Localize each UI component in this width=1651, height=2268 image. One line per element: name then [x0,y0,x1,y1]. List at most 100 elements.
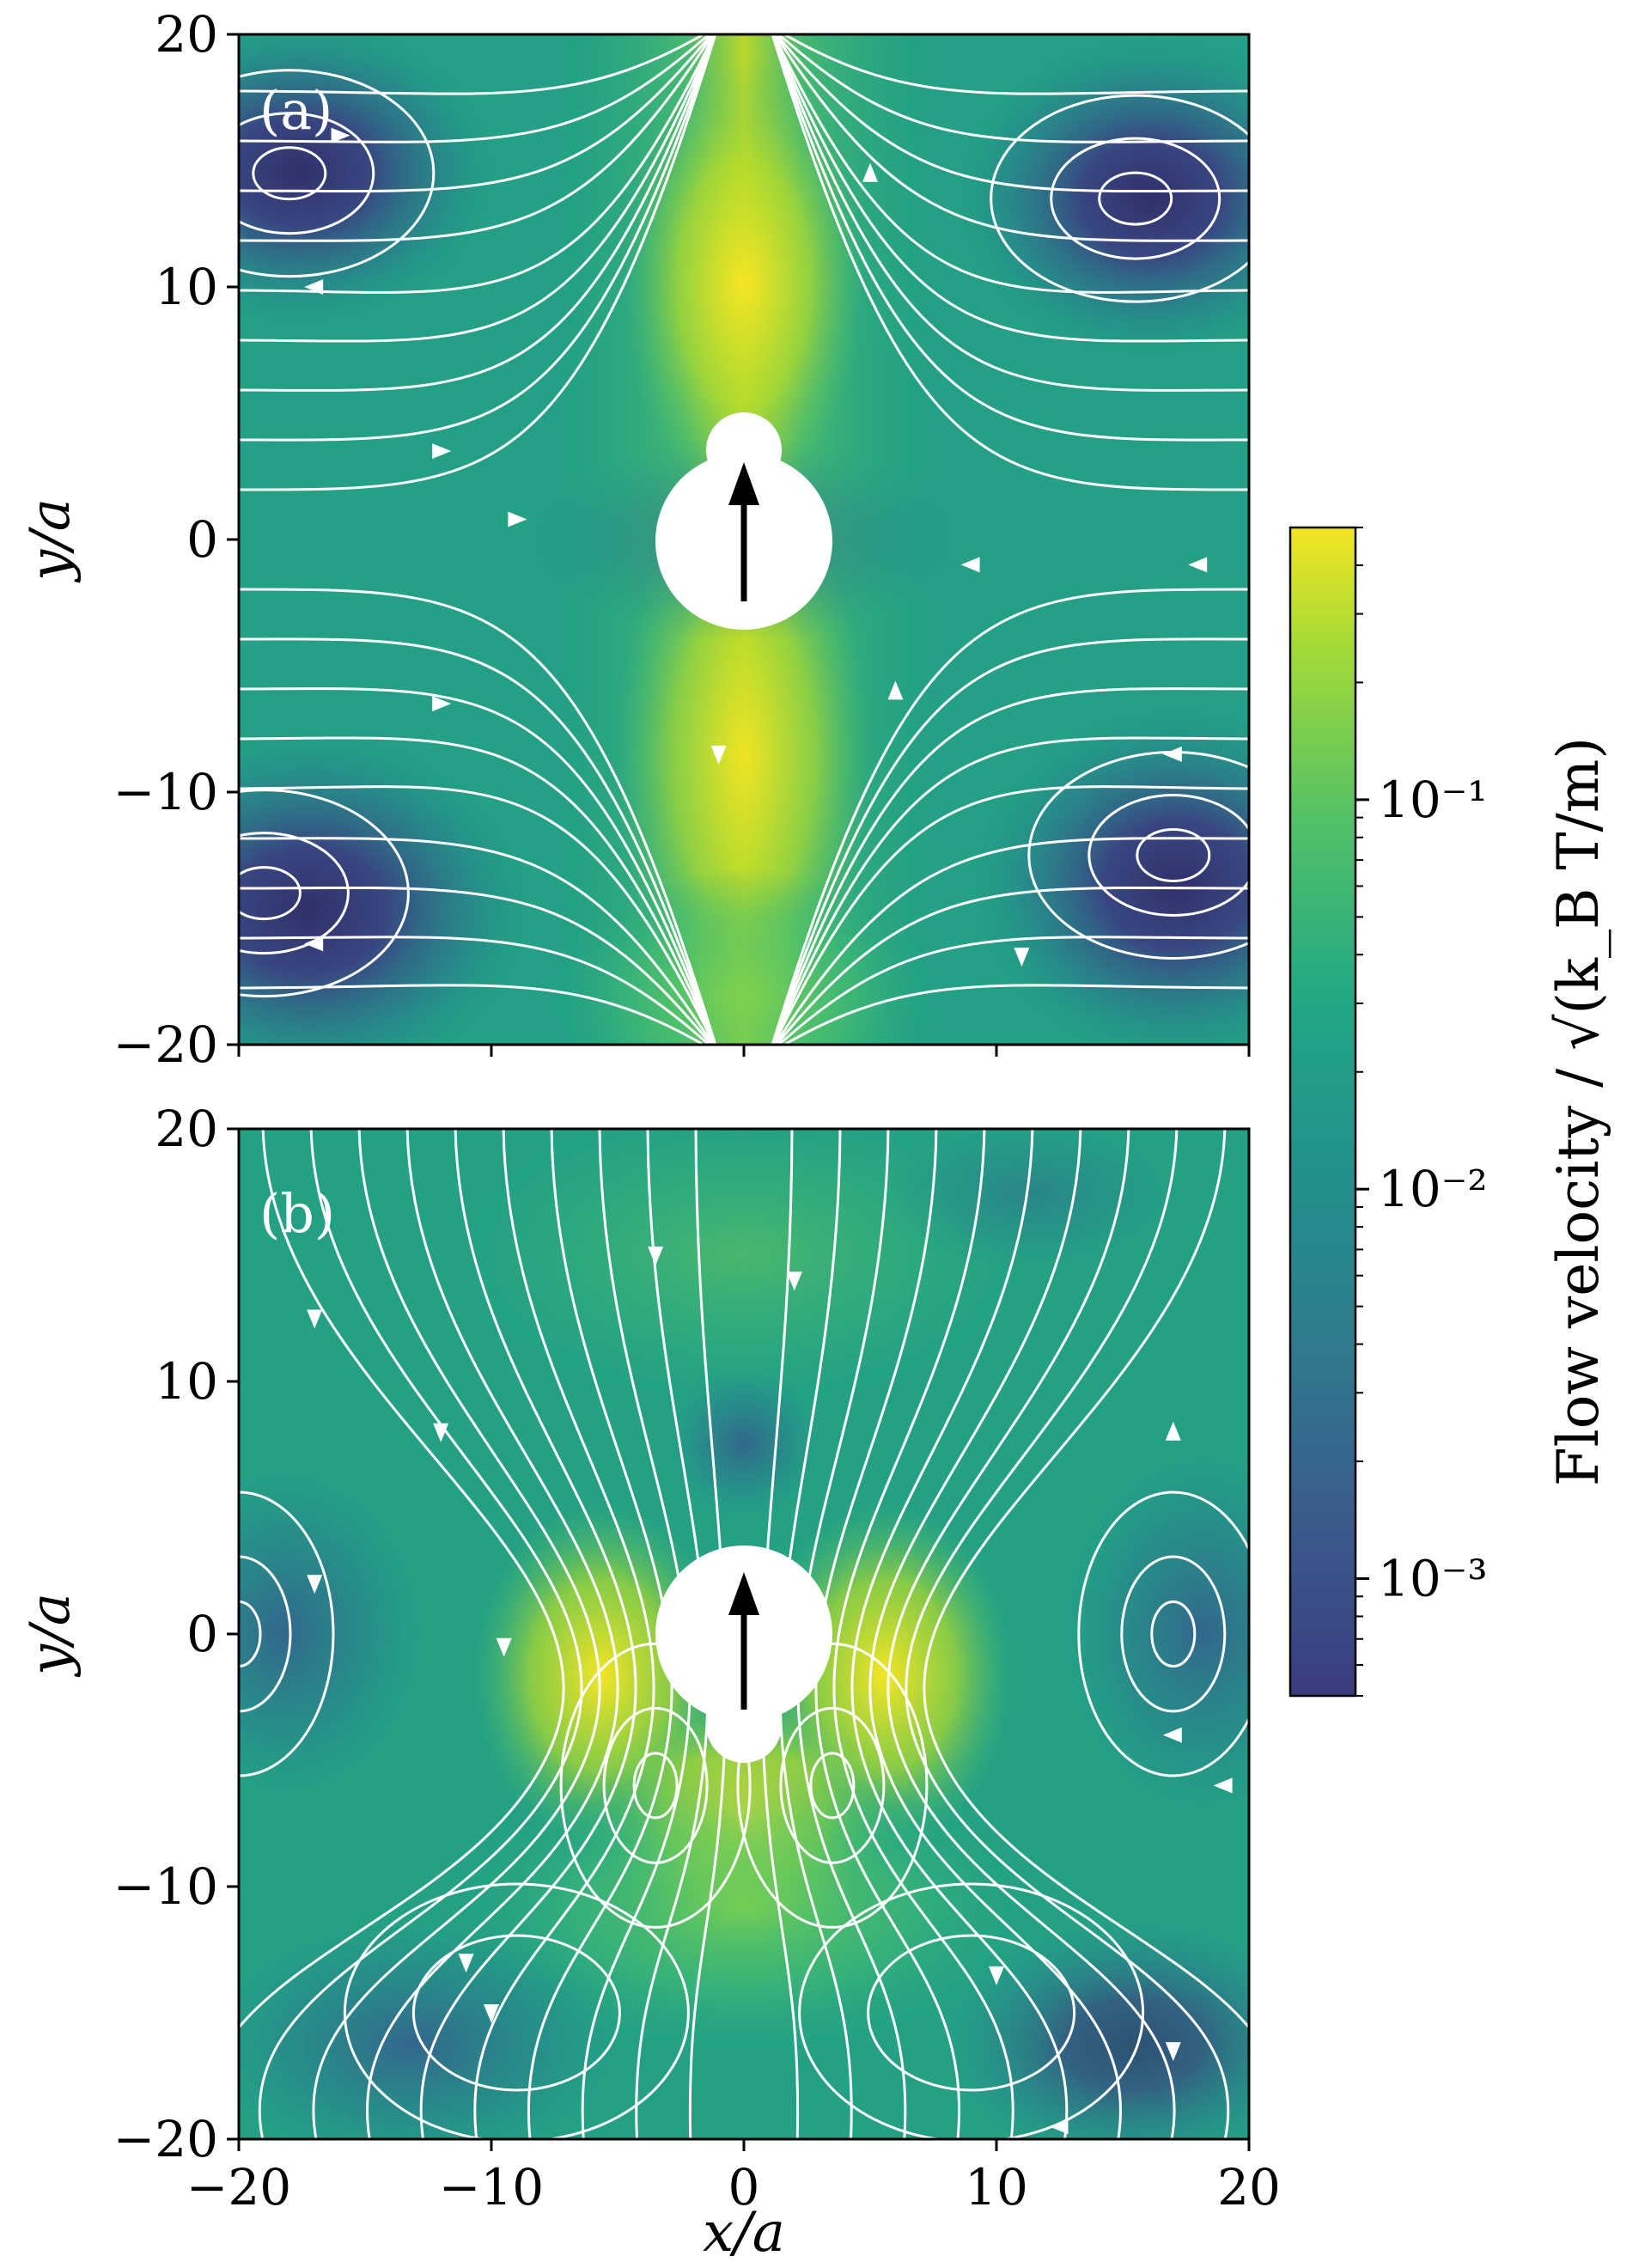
streamline-arrow [432,696,452,712]
streamline-arrow [1188,557,1208,573]
streamline-arrow [710,745,727,765]
streamline [239,736,716,1045]
panel-a-axes: −20 −10 0 10 20 [113,5,1251,1074]
streamline-loop [1098,171,1173,226]
streamline-arrow [307,1575,323,1594]
streamline-loop [343,1882,690,2139]
streamline [771,34,1249,343]
streamline [239,837,715,1045]
streamline-loop [239,1555,292,1713]
streamline [581,1129,691,2139]
streamline-arrow [887,680,904,700]
streamline [772,34,1249,294]
y-tick-label: 10 [155,258,218,316]
streamline [239,785,716,1045]
streamline-loop [736,1642,929,1929]
y-tick-label: 10 [155,1352,218,1411]
streamline [239,936,711,1045]
y-tick-label: 0 [186,1605,218,1663]
streamline-arrow [432,443,452,460]
streamline [773,34,1249,242]
streamline [777,936,1249,1045]
streamline-arrow [989,1966,1004,1985]
streamline-arrow [862,162,878,182]
panel-b-label: (b) [259,1182,335,1245]
streamline-loop [1136,828,1211,882]
panel-a-swimmer [655,412,832,630]
streamline [771,637,1249,1045]
streamline-loop [239,866,302,921]
streamline-arrow [1162,1727,1182,1743]
streamline [923,1129,1249,2030]
x-tick-label: −10 [439,2158,544,2216]
streamline-loop [411,1934,621,2092]
x-tick-label: −20 [186,2158,291,2216]
streamline [239,34,717,442]
panel-a-streamline-arrows [304,127,1208,967]
y-tick-label: −20 [113,2110,218,2168]
streamline [239,637,717,1045]
streamline [775,34,1249,193]
streamline-loop [252,146,327,201]
colorbar-tick-label: 10⁻³ [1378,1550,1488,1608]
streamline-arrow [1165,1421,1181,1441]
streamline [239,588,717,1045]
panel-a-label: (a) [259,79,332,142]
streamline-loop [602,1706,709,1864]
streamline [366,1129,619,2139]
streamline [473,1129,655,2139]
streamline-arrow [648,1247,664,1265]
streamline-loop [1150,1600,1197,1667]
streamline [771,34,1249,491]
colorbar-label: Flow velocity / √(k_B T/m) [1545,737,1611,1486]
streamline [771,34,1249,442]
streamline-loop [779,1706,886,1864]
streamline-arrow [508,511,527,527]
streamline [239,34,713,193]
streamline [239,1129,565,2030]
streamline-loop [239,1600,262,1667]
streamline-arrow [304,279,324,295]
streamline [239,34,716,392]
streamline-loop [239,69,436,278]
streamline [419,1129,637,2139]
streamline-arrow [331,127,350,143]
panel-b-axes: −20 −10 0 10 20 −20 −10 0 10 20 [113,1100,1281,2216]
streamline-arrow [1014,948,1030,967]
streamline [239,34,716,343]
panel-a-streamlines [239,34,1249,1045]
y-tick-label: 20 [155,5,218,64]
streamline [527,1129,673,2139]
y-tick-label: 20 [155,1100,218,1158]
streamline-arrow [1049,2119,1069,2135]
streamline [905,1129,1230,2139]
panel-b-swimmer [655,1546,832,1763]
streamline [868,1129,1122,2139]
streamline [782,984,1249,1045]
streamline [777,34,1249,143]
colorbar-gradient [1289,526,1357,1698]
streamline [258,1129,583,2139]
panel-b-xlabel: x/a [703,2201,785,2265]
streamline [239,34,717,491]
streamline-arrow [307,1309,323,1329]
streamline-loop [1077,1491,1249,1777]
panel-a-ylabel: y/a [19,498,82,583]
streamline [239,34,706,95]
streamline [771,687,1249,1045]
streamline-arrow [1213,1777,1233,1794]
streamline [814,1129,961,2139]
colorbar-ticks: 10⁻³ 10⁻² 10⁻¹ [1356,527,1488,1697]
colorbar-tick-label: 10⁻¹ [1378,771,1488,829]
streamline [850,1129,1069,2139]
streamline [773,837,1249,1045]
streamline-loop [798,1882,1145,2139]
panel-b: (b) −20 −10 0 10 20 −20 −10 0 10 20 y/a x/a [19,1100,1281,2265]
streamline-arrow [960,557,980,573]
y-tick-label: −20 [113,1015,218,1074]
streamline [239,984,706,1045]
streamline-loop [990,94,1249,303]
streamline-arrow [1162,746,1182,762]
colorbar: 10⁻³ 10⁻² 10⁻¹ Flow velocity / √(k_B T/m) [1289,526,1611,1698]
